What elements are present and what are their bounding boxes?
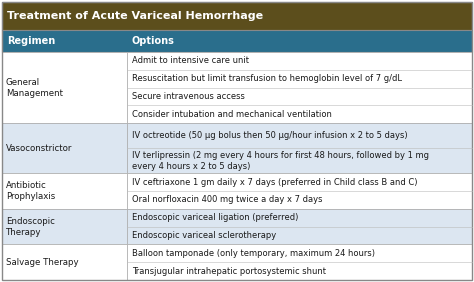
Text: IV terlipressin (2 mg every 4 hours for first 48 hours, followed by 1 mg
every 4: IV terlipressin (2 mg every 4 hours for …	[132, 151, 428, 171]
Text: Treatment of Acute Variceal Hemorrhage: Treatment of Acute Variceal Hemorrhage	[7, 11, 263, 21]
Text: Oral norfloxacin 400 mg twice a day x 7 days: Oral norfloxacin 400 mg twice a day x 7 …	[132, 195, 322, 204]
Bar	[2, 2, 472, 30]
Text: Antibiotic
Prophylaxis: Antibiotic Prophylaxis	[6, 181, 55, 201]
Text: Options: Options	[132, 36, 174, 46]
Bar	[2, 123, 127, 173]
Text: Secure intravenous access: Secure intravenous access	[132, 92, 245, 101]
Text: Resuscitation but limit transfusion to hemoglobin level of 7 g/dL: Resuscitation but limit transfusion to h…	[132, 74, 401, 83]
Bar	[127, 209, 472, 244]
Text: IV ceftriaxone 1 gm daily x 7 days (preferred in Child class B and C): IV ceftriaxone 1 gm daily x 7 days (pref…	[132, 178, 417, 186]
Text: Endoscopic variceal ligation (preferred): Endoscopic variceal ligation (preferred)	[132, 213, 298, 222]
Text: General
Management: General Management	[6, 78, 63, 98]
Text: Consider intubation and mechanical ventilation: Consider intubation and mechanical venti…	[132, 110, 331, 119]
Text: Regimen: Regimen	[7, 36, 55, 46]
Text: Transjugular intrahepatic portosystemic shunt: Transjugular intrahepatic portosystemic …	[132, 266, 326, 276]
Bar	[2, 209, 127, 244]
Text: Vasoconstrictor: Vasoconstrictor	[6, 144, 73, 153]
Bar	[127, 244, 472, 280]
Bar	[2, 244, 127, 280]
Text: Balloon tamponade (only temporary, maximum 24 hours): Balloon tamponade (only temporary, maxim…	[132, 249, 374, 258]
Bar	[127, 123, 472, 173]
Bar	[127, 52, 472, 123]
Text: Endoscopic variceal sclerotherapy: Endoscopic variceal sclerotherapy	[132, 231, 276, 240]
Bar	[127, 173, 472, 209]
Text: IV octreotide (50 μg bolus then 50 μg/hour infusion x 2 to 5 days): IV octreotide (50 μg bolus then 50 μg/ho…	[132, 131, 407, 140]
Bar	[2, 30, 472, 52]
Text: Admit to intensive care unit: Admit to intensive care unit	[132, 56, 248, 65]
Text: Endoscopic
Therapy: Endoscopic Therapy	[6, 217, 55, 237]
Bar	[2, 52, 127, 123]
Text: Salvage Therapy: Salvage Therapy	[6, 258, 79, 267]
Bar	[2, 173, 127, 209]
